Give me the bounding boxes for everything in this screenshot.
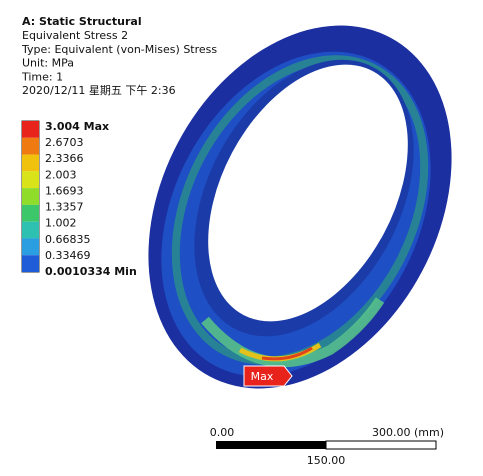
legend-label: 1.002 (45, 217, 77, 230)
legend-label: 2.6703 (45, 136, 84, 149)
legend-swatch (22, 138, 39, 155)
viewport: Max A: Static Structural 0.00 300.00 (mm… (0, 0, 483, 476)
legend-swatch (22, 255, 39, 272)
header-line: 2020/12/11 星期五 下午 2:36 (22, 84, 176, 97)
legend-swatch (22, 188, 39, 205)
legend-label: 1.6693 (45, 184, 84, 197)
legend-label: 0.0010334 Min (45, 265, 137, 278)
legend-label: 2.003 (45, 168, 77, 181)
scale-bar-dark (216, 441, 326, 449)
scale-mid: 150.00 (307, 454, 346, 467)
legend-swatch (22, 238, 39, 255)
legend-label: 0.33469 (45, 249, 91, 262)
legend-swatch (22, 222, 39, 239)
legend-swatch (22, 205, 39, 222)
legend-label: 1.3357 (45, 201, 84, 214)
scale-start: 0.00 (210, 426, 235, 439)
legend-swatch (22, 155, 39, 172)
header-line: Equivalent Stress 2 (22, 29, 128, 42)
legend-swatch (22, 171, 39, 188)
scale-bar-light (326, 441, 436, 449)
probe-label: Max (251, 370, 274, 383)
legend-swatch (22, 121, 39, 138)
max-probe: Max (244, 366, 292, 386)
header-title: A: Static Structural (22, 15, 142, 28)
header-line: Type: Equivalent (von-Mises) Stress (21, 43, 217, 56)
legend-label: 3.004 Max (45, 120, 109, 133)
legend-label: 2.3366 (45, 152, 84, 165)
header-line: Time: 1 (21, 70, 63, 83)
legend-label: 0.66835 (45, 233, 91, 246)
scale-end: 300.00 (mm) (372, 426, 444, 439)
header-line: Unit: MPa (22, 57, 74, 70)
